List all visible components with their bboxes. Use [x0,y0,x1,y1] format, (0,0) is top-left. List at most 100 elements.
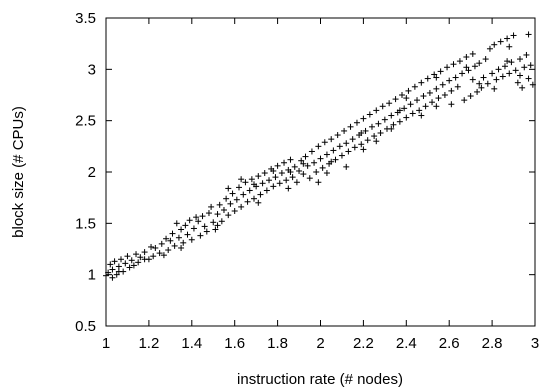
data-point [150,253,157,260]
data-point [109,274,116,281]
data-point [345,148,352,155]
data-point [328,136,335,143]
data-point [403,95,410,102]
data-point [152,244,159,251]
data-point [186,217,193,224]
data-point [130,262,137,269]
data-point [364,137,371,144]
data-point [321,139,328,146]
data-point [495,66,502,73]
data-point [362,127,369,134]
data-point [332,156,339,163]
data-point [218,218,225,225]
x-tick-label: 2.4 [396,335,417,352]
data-point [474,88,481,95]
data-point [476,60,483,67]
data-point [300,171,307,178]
data-point [306,175,313,182]
data-point [165,247,172,254]
data-point [388,112,395,119]
data-point [353,119,360,126]
data-point [276,180,283,187]
data-point [126,264,133,271]
data-point [360,146,367,153]
y-tick-label: 3.5 [75,10,96,27]
data-point [285,185,292,192]
data-point [433,85,440,92]
data-point [298,157,305,164]
data-point [124,253,131,260]
data-point [178,244,185,251]
data-point [242,179,249,186]
data-point [506,70,513,77]
data-point [270,167,277,174]
x-tick-label: 1.4 [181,335,202,352]
data-point [375,120,382,127]
data-point [105,269,112,276]
data-point [227,200,234,207]
data-point [261,170,268,177]
data-point [418,112,425,119]
data-point [456,58,463,65]
data-point [240,191,247,198]
data-point [238,203,245,210]
data-point [238,176,245,183]
data-point [180,239,187,246]
data-point [167,237,174,244]
data-point [195,218,202,225]
x-tick-label: 1 [102,335,110,352]
data-point [446,77,453,84]
data-point [508,59,515,66]
data-point [248,176,255,183]
data-point [411,83,418,90]
plot-frame [105,17,536,327]
data-point [399,92,406,98]
data-point [315,143,322,150]
data-point [208,203,215,210]
data-point [516,72,523,79]
data-point [514,79,521,86]
y-tick-label: 0.5 [75,318,96,335]
data-point [461,97,468,104]
data-point [171,242,178,249]
data-point [414,97,421,104]
data-point [334,132,341,139]
data-point [141,249,148,256]
data-point [188,236,195,243]
data-point [482,56,489,63]
data-point [128,257,135,264]
data-point [386,100,393,107]
x-tick-label: 2 [316,335,324,352]
data-point [272,174,279,181]
data-point [193,214,200,221]
data-point [235,184,242,191]
data-point [401,105,408,112]
data-point [223,195,230,202]
data-point [467,93,474,100]
data-point [296,167,303,174]
x-tick-label: 1.8 [267,335,288,352]
data-point [169,230,176,237]
data-point [225,185,232,192]
data-point [497,38,504,45]
data-point [233,196,240,203]
data-point [203,228,210,235]
data-point [287,156,294,163]
data-point [317,155,324,162]
data-point [491,85,498,92]
data-point [506,43,513,50]
data-point [360,115,367,122]
data-point [351,144,358,151]
y-tick-label: 2.5 [75,113,96,130]
data-point [504,58,511,65]
data-point [501,63,508,70]
data-point [426,89,433,96]
data-point [251,181,258,188]
data-point [178,226,185,233]
data-point [231,208,238,215]
data-point [478,84,485,91]
data-point [519,84,526,91]
data-point [212,226,219,233]
data-point [216,201,223,208]
data-point [141,256,148,263]
